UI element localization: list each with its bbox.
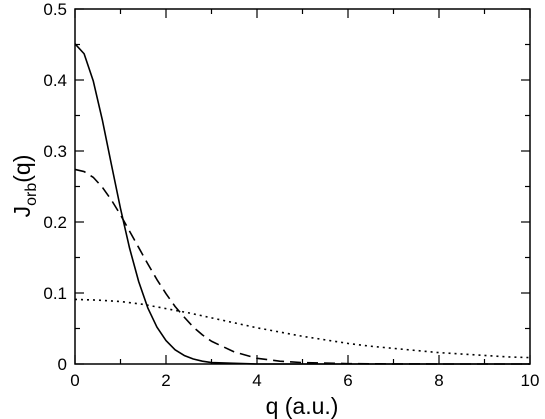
x-tick-label: 10 <box>521 371 540 390</box>
series-line-solid <box>74 43 530 365</box>
y-axis-label: Jorb(q) <box>9 155 40 218</box>
y-tick-label: 0.4 <box>43 71 67 90</box>
y-axis-label-suffix: (q) <box>9 155 35 183</box>
x-axis-label: q (a.u.) <box>266 393 339 419</box>
tick-layer: 0 2 4 6 8 10 0 0.1 0.2 0.3 0.4 0.5 <box>43 0 539 390</box>
y-axis-label-sub: orb <box>23 183 40 206</box>
y-tick-label: 0.2 <box>43 213 67 232</box>
y-axis-label-main: J <box>9 206 35 218</box>
series-line-dashed <box>74 168 530 365</box>
x-tick-label: 2 <box>161 371 170 390</box>
y-tick-label: 0 <box>58 355 67 374</box>
y-tick-label: 0.3 <box>43 142 67 161</box>
x-tick-label: 6 <box>343 371 352 390</box>
x-tick-label: 4 <box>252 371 261 390</box>
y-tick-label: 0.5 <box>43 0 67 19</box>
x-tick-label: 8 <box>434 371 443 390</box>
y-tick-label: 0.1 <box>43 284 67 303</box>
plot-frame <box>74 8 531 365</box>
series-line-dotted <box>74 298 531 359</box>
x-tick-label: 0 <box>70 371 79 390</box>
series-layer <box>74 43 531 365</box>
